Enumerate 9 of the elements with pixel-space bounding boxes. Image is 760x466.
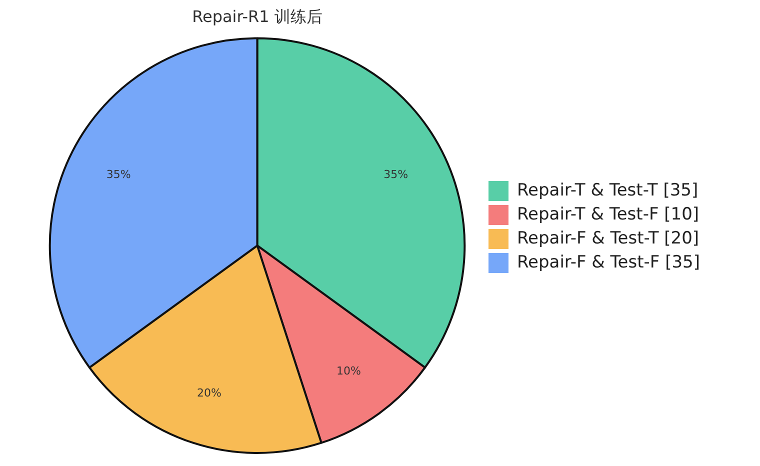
data-label: 20% <box>196 386 222 400</box>
legend-label: Repair-T & Test-F [10] <box>516 204 700 224</box>
data-label: 10% <box>336 364 361 378</box>
data-label: 35% <box>384 168 408 181</box>
legend-label: Repair-F & Test-F [35] <box>516 252 700 272</box>
chart-title: Repair-R1 训练后 <box>192 6 322 26</box>
data-label: 35% <box>106 168 131 181</box>
legend-label: Repair-T & Test-T [35] <box>516 180 698 200</box>
legend-label: Repair-F & Test-T [20] <box>516 228 700 248</box>
